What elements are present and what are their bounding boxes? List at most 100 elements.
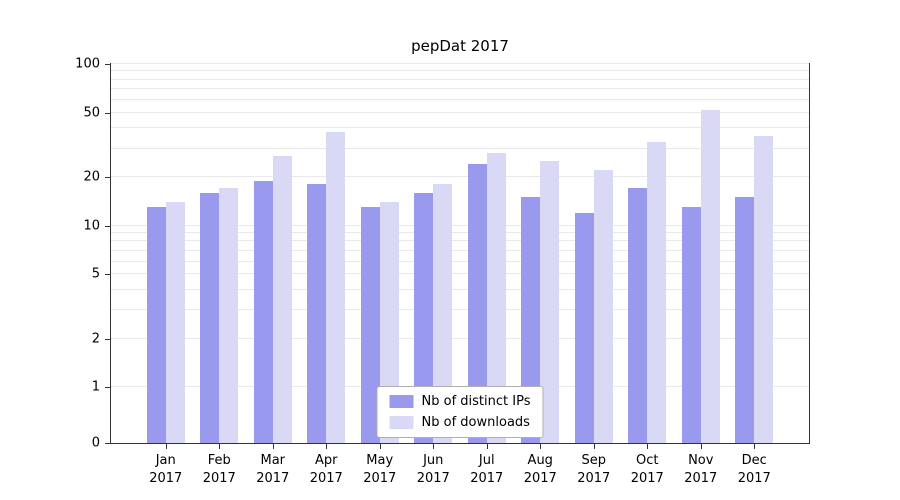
gridline <box>111 224 809 226</box>
y-tick-label: 100 <box>75 56 100 72</box>
gridline <box>111 127 809 129</box>
y-tick <box>105 64 110 65</box>
bar-nov-downloads <box>700 109 720 443</box>
chart-title: pepDat 2017 <box>411 37 509 55</box>
x-tick-label-jul: Jul 2017 <box>470 453 504 486</box>
x-tick-label-apr: Apr 2017 <box>309 453 343 486</box>
gridline <box>111 273 809 275</box>
y-tick-label: 20 <box>83 169 100 185</box>
gridline <box>111 337 809 339</box>
legend-item-downloads: Nb of downloads <box>389 415 531 430</box>
bar-oct-downloads <box>647 141 667 443</box>
bar-dec-downloads <box>754 135 774 443</box>
x-tick <box>165 444 167 449</box>
gridline <box>111 98 809 100</box>
gridline <box>111 88 809 90</box>
gridline <box>111 78 809 80</box>
bar-may-distinct-ips <box>360 207 380 443</box>
legend-item-distinct-ips: Nb of distinct IPs <box>389 394 531 409</box>
gridline <box>111 147 809 149</box>
x-axis: Jan 2017 Feb 2017 Mar 2017 Apr 2017 May 2017 Jun 20… <box>0 452 900 494</box>
bar-group-jun <box>407 64 461 443</box>
x-tick <box>540 444 542 449</box>
bar-aug-distinct-ips <box>521 197 541 443</box>
gridline <box>111 175 809 177</box>
y-tick <box>105 225 110 227</box>
x-tick-label-aug: Aug 2017 <box>523 453 557 486</box>
bar-group-sep <box>567 64 621 443</box>
y-tick-label: 0 <box>91 435 100 451</box>
bar-group-feb <box>193 64 247 443</box>
bar-nov-distinct-ips <box>681 207 701 443</box>
x-tick <box>272 444 274 449</box>
y-tick <box>105 112 110 114</box>
y-tick-label: 2 <box>91 331 100 347</box>
bar-feb-downloads <box>219 188 239 443</box>
y-tick-label: 1 <box>91 379 100 395</box>
gridline <box>111 249 809 251</box>
bar-jul-downloads <box>486 153 506 443</box>
y-tick <box>105 176 110 178</box>
bar-jul-distinct-ips <box>467 164 487 443</box>
bar-jan-downloads <box>165 202 185 443</box>
legend-swatch-downloads <box>389 416 414 429</box>
plot-area: Nb of distinct IPs Nb of downloads <box>110 63 810 444</box>
legend-label-downloads: Nb of downloads <box>421 415 530 430</box>
x-tick-label-jan: Jan 2017 <box>149 453 183 486</box>
x-tick <box>593 444 595 449</box>
bar-jun-distinct-ips <box>414 192 434 443</box>
y-tick <box>105 387 110 389</box>
x-tick <box>700 444 702 449</box>
bar-sep-downloads <box>593 170 613 443</box>
x-tick-label-jun: Jun 2017 <box>416 453 450 486</box>
gridline <box>111 63 809 64</box>
y-tick-label: 10 <box>83 218 100 234</box>
x-tick <box>754 444 756 449</box>
y-tick <box>105 338 110 340</box>
bar-jan-distinct-ips <box>146 207 166 443</box>
legend-label-distinct-ips: Nb of distinct IPs <box>421 394 531 409</box>
legend: Nb of distinct IPs Nb of downloads <box>376 386 544 438</box>
bar-mar-distinct-ips <box>253 180 273 443</box>
x-tick <box>326 444 328 449</box>
bar-sep-distinct-ips <box>574 212 594 443</box>
bar-group-oct <box>621 64 675 443</box>
bar-group-apr <box>300 64 354 443</box>
bar-jun-downloads <box>433 184 453 443</box>
x-tick-label-dec: Dec 2017 <box>737 453 771 486</box>
y-tick-label: 5 <box>91 266 100 282</box>
x-tick-label-sep: Sep 2017 <box>577 453 611 486</box>
x-tick-label-oct: Oct 2017 <box>630 453 664 486</box>
bar-group-jan <box>139 64 193 443</box>
bar-group-jul <box>460 64 514 443</box>
gridline <box>111 70 809 72</box>
y-axis: 100 50 20 10 5 2 1 0 <box>0 0 100 500</box>
bar-apr-downloads <box>326 131 346 443</box>
y-tick <box>105 443 110 444</box>
x-tick-label-mar: Mar 2017 <box>256 453 290 486</box>
gridline <box>111 288 809 290</box>
x-tick-label-feb: Feb 2017 <box>202 453 236 486</box>
bar-oct-distinct-ips <box>628 188 648 443</box>
x-tick-label-may: May 2017 <box>363 453 397 486</box>
x-tick <box>219 444 221 449</box>
gridline <box>111 111 809 113</box>
bar-feb-distinct-ips <box>200 192 220 443</box>
x-tick <box>647 444 649 449</box>
x-tick <box>379 444 381 449</box>
bar-group-may <box>353 64 407 443</box>
gridline <box>111 309 809 311</box>
x-tick-label-nov: Nov 2017 <box>684 453 718 486</box>
bar-may-downloads <box>379 202 399 443</box>
bar-mar-downloads <box>272 155 292 443</box>
bar-aug-downloads <box>540 161 560 443</box>
x-tick <box>433 444 435 449</box>
bar-group-nov <box>674 64 728 443</box>
bar-apr-distinct-ips <box>307 184 327 443</box>
gridline <box>111 240 809 242</box>
y-tick-label: 50 <box>83 105 100 121</box>
gridline <box>111 260 809 262</box>
x-tick <box>486 444 488 449</box>
legend-swatch-distinct-ips <box>389 395 414 408</box>
